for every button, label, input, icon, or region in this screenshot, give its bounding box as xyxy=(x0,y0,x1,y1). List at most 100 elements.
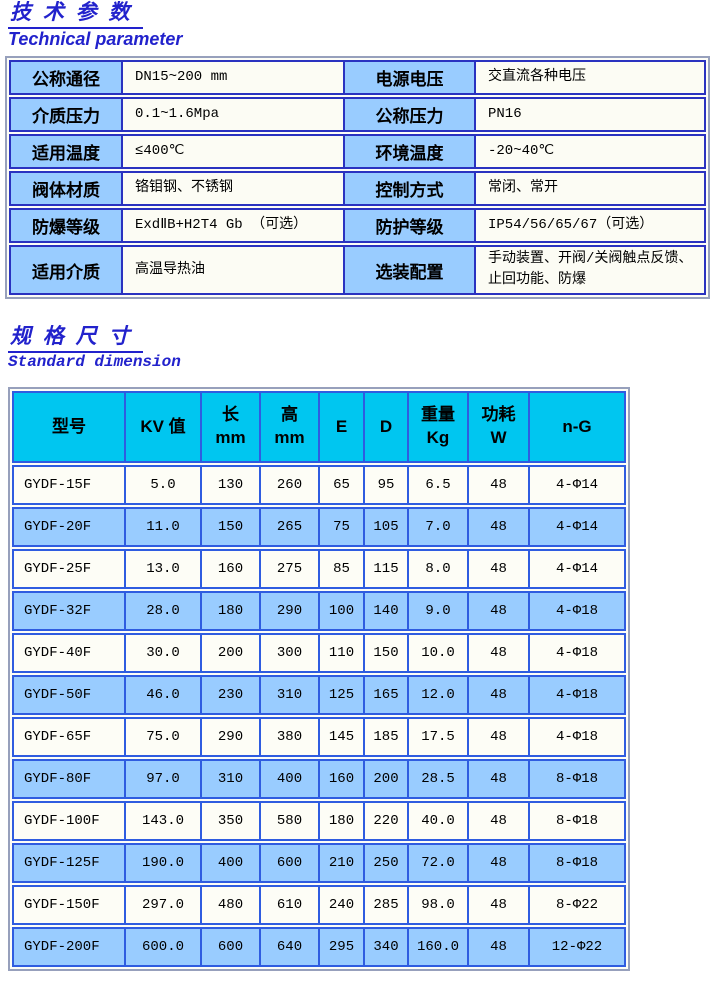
ng-cell: 4-Φ18 xyxy=(528,633,626,673)
d-cell: 340 xyxy=(363,927,409,967)
param-label-left: 防爆等级 xyxy=(9,208,123,243)
param-label-left: 阀体材质 xyxy=(9,171,123,206)
power-cell: 48 xyxy=(467,507,530,547)
param-label-right: 选装配置 xyxy=(343,245,476,295)
weight-cell: 160.0 xyxy=(407,927,469,967)
power-cell: 48 xyxy=(467,675,530,715)
dimension-title-en: Standard dimension xyxy=(8,353,181,372)
kv-cell: 97.0 xyxy=(124,759,202,799)
model-cell: GYDF-40F xyxy=(12,633,126,673)
e-cell: 295 xyxy=(318,927,365,967)
param-label-right: 防护等级 xyxy=(343,208,476,243)
e-cell: 145 xyxy=(318,717,365,757)
d-cell: 165 xyxy=(363,675,409,715)
dimension-row: GYDF-65F 75.0 290 380 145 185 17.5 48 4-… xyxy=(12,717,626,757)
dimension-header-cell: 高 mm xyxy=(259,391,320,463)
height-cell: 640 xyxy=(259,927,320,967)
length-cell: 230 xyxy=(200,675,261,715)
d-cell: 95 xyxy=(363,465,409,505)
ng-cell: 4-Φ14 xyxy=(528,549,626,589)
dimension-row: GYDF-25F 13.0 160 275 85 115 8.0 48 4-Φ1… xyxy=(12,549,626,589)
d-cell: 140 xyxy=(363,591,409,631)
technical-row: 介质压力 0.1~1.6Mpa 公称压力 PN16 xyxy=(9,97,706,132)
kv-cell: 143.0 xyxy=(124,801,202,841)
technical-section-heading: 技 术 参 数 Technical parameter xyxy=(8,1,183,50)
dimension-rows: GYDF-15F 5.0 130 260 65 95 6.5 48 4-Φ14 … xyxy=(12,465,626,967)
param-value-right: 交直流各种电压 xyxy=(474,60,706,95)
length-cell: 150 xyxy=(200,507,261,547)
height-cell: 290 xyxy=(259,591,320,631)
technical-row: 适用介质 高温导热油 选装配置 手动装置、开阀/关阀触点反馈、止回功能、防爆 xyxy=(9,245,706,295)
d-cell: 115 xyxy=(363,549,409,589)
param-value-left: 0.1~1.6Mpa xyxy=(121,97,345,132)
e-cell: 65 xyxy=(318,465,365,505)
power-cell: 48 xyxy=(467,801,530,841)
height-cell: 600 xyxy=(259,843,320,883)
dimension-row: GYDF-32F 28.0 180 290 100 140 9.0 48 4-Φ… xyxy=(12,591,626,631)
dimension-row: GYDF-50F 46.0 230 310 125 165 12.0 48 4-… xyxy=(12,675,626,715)
kv-cell: 46.0 xyxy=(124,675,202,715)
length-cell: 130 xyxy=(200,465,261,505)
kv-cell: 28.0 xyxy=(124,591,202,631)
model-cell: GYDF-100F xyxy=(12,801,126,841)
param-value-left: ≤400℃ xyxy=(121,134,345,169)
weight-cell: 7.0 xyxy=(407,507,469,547)
length-cell: 310 xyxy=(200,759,261,799)
e-cell: 100 xyxy=(318,591,365,631)
power-cell: 48 xyxy=(467,633,530,673)
dimension-header-cell: D xyxy=(363,391,409,463)
height-cell: 310 xyxy=(259,675,320,715)
weight-cell: 17.5 xyxy=(407,717,469,757)
ng-cell: 4-Φ18 xyxy=(528,591,626,631)
technical-row: 防爆等级 ExdⅡB+H2T4 Gb （可选） 防护等级 IP54/56/65/… xyxy=(9,208,706,243)
technical-row: 公称通径 DN15~200 mm 电源电压 交直流各种电压 xyxy=(9,60,706,95)
kv-cell: 5.0 xyxy=(124,465,202,505)
ng-cell: 4-Φ18 xyxy=(528,675,626,715)
height-cell: 380 xyxy=(259,717,320,757)
length-cell: 200 xyxy=(200,633,261,673)
model-cell: GYDF-80F xyxy=(12,759,126,799)
param-label-right: 电源电压 xyxy=(343,60,476,95)
technical-title-en: Technical parameter xyxy=(8,29,183,50)
dimension-title-zh: 规 格 尺 寸 xyxy=(8,325,143,354)
technical-parameter-table: 公称通径 DN15~200 mm 电源电压 交直流各种电压 介质压力 0.1~1… xyxy=(5,56,710,299)
param-value-right: IP54/56/65/67（可选） xyxy=(474,208,706,243)
model-cell: GYDF-32F xyxy=(12,591,126,631)
ng-cell: 8-Φ18 xyxy=(528,801,626,841)
dimension-header-cell: KV 值 xyxy=(124,391,202,463)
model-cell: GYDF-65F xyxy=(12,717,126,757)
height-cell: 610 xyxy=(259,885,320,925)
d-cell: 150 xyxy=(363,633,409,673)
param-label-right: 公称压力 xyxy=(343,97,476,132)
power-cell: 48 xyxy=(467,759,530,799)
height-cell: 580 xyxy=(259,801,320,841)
weight-cell: 28.5 xyxy=(407,759,469,799)
weight-cell: 10.0 xyxy=(407,633,469,673)
dimension-row: GYDF-125F 190.0 400 600 210 250 72.0 48 … xyxy=(12,843,626,883)
length-cell: 180 xyxy=(200,591,261,631)
kv-cell: 75.0 xyxy=(124,717,202,757)
length-cell: 480 xyxy=(200,885,261,925)
kv-cell: 600.0 xyxy=(124,927,202,967)
param-label-left: 介质压力 xyxy=(9,97,123,132)
e-cell: 210 xyxy=(318,843,365,883)
dimension-row: GYDF-100F 143.0 350 580 180 220 40.0 48 … xyxy=(12,801,626,841)
ng-cell: 12-Φ22 xyxy=(528,927,626,967)
ng-cell: 8-Φ18 xyxy=(528,843,626,883)
height-cell: 275 xyxy=(259,549,320,589)
technical-rows: 公称通径 DN15~200 mm 电源电压 交直流各种电压 介质压力 0.1~1… xyxy=(9,60,706,295)
e-cell: 240 xyxy=(318,885,365,925)
dimension-header-cell: n-G xyxy=(528,391,626,463)
param-value-right: -20~40℃ xyxy=(474,134,706,169)
d-cell: 285 xyxy=(363,885,409,925)
param-label-left: 公称通径 xyxy=(9,60,123,95)
dimension-header-cell: E xyxy=(318,391,365,463)
dimension-row: GYDF-15F 5.0 130 260 65 95 6.5 48 4-Φ14 xyxy=(12,465,626,505)
param-value-left: 铬钼钢、不锈钢 xyxy=(121,171,345,206)
weight-cell: 12.0 xyxy=(407,675,469,715)
param-value-left: 高温导热油 xyxy=(121,245,345,295)
d-cell: 250 xyxy=(363,843,409,883)
weight-cell: 40.0 xyxy=(407,801,469,841)
